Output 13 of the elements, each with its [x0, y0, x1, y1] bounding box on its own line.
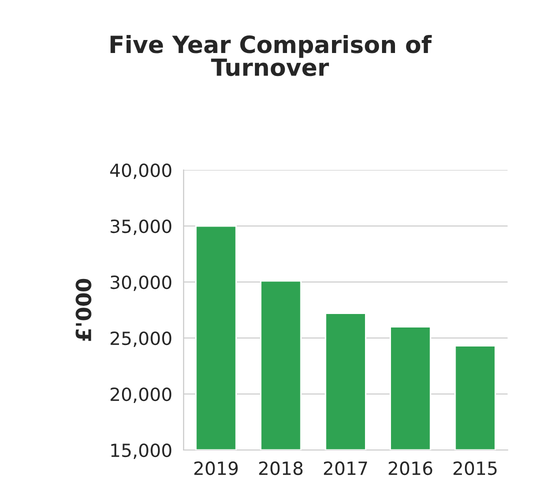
chart-title: Five Year Comparison of Turnover: [110, 35, 432, 76]
x-tick-label: 2016: [388, 461, 432, 476]
y-tick-label: 30,000: [110, 275, 172, 291]
y-tick-label: 25,000: [110, 331, 172, 347]
y-axis-title: £'000: [76, 278, 92, 341]
y-tick-label: 15,000: [111, 443, 172, 459]
x-tick-label: 2015: [454, 461, 497, 476]
x-tick-label: 2018: [259, 461, 303, 476]
y-tick-label: 35,000: [110, 219, 172, 235]
y-tick-label: 20,000: [110, 387, 172, 403]
x-tick-label: 2017: [324, 461, 368, 476]
x-tick-label: 2019: [194, 461, 238, 476]
y-tick-label: 40,000: [110, 163, 172, 179]
